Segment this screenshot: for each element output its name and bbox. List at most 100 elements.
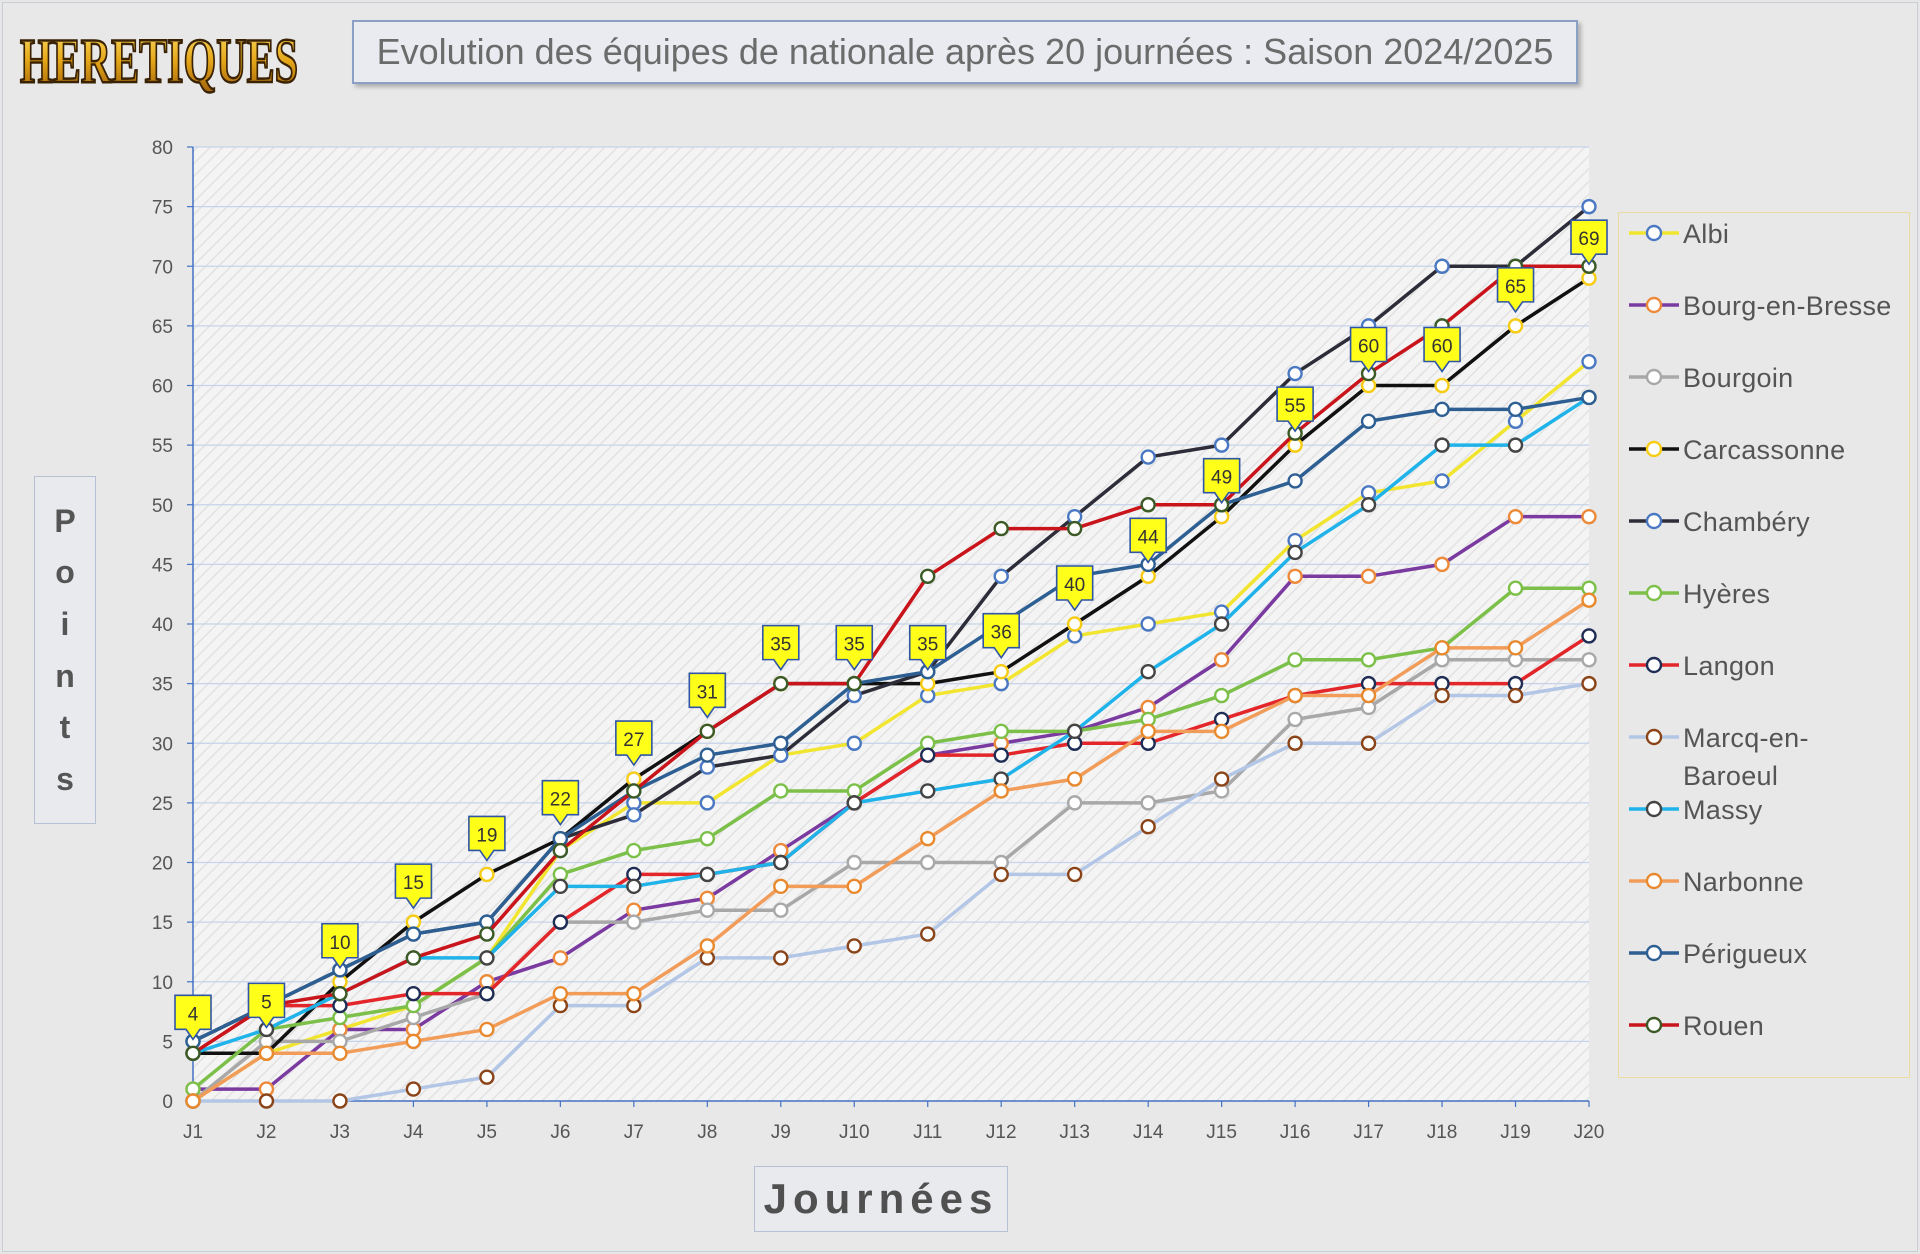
leader-callout: 35 [761, 624, 800, 672]
legend-marker [1645, 512, 1663, 530]
y-tick-label: 50 [152, 496, 173, 517]
leader-callout: 36 [982, 612, 1021, 660]
data-point [846, 795, 862, 811]
data-point [1066, 616, 1083, 632]
callout-box [688, 672, 727, 719]
legend-swatch [1629, 872, 1679, 890]
callout-box [908, 624, 947, 672]
data-point [1287, 735, 1303, 751]
data-point [993, 866, 1009, 883]
data-point [479, 950, 495, 966]
leader-callout: 10 [321, 922, 359, 970]
data-point [1360, 735, 1377, 751]
data-point [920, 568, 936, 584]
y-tick-label: 70 [152, 257, 173, 278]
y-tick-label: 60 [152, 377, 173, 398]
legend-swatch [1629, 368, 1679, 386]
legend-marker [1645, 728, 1663, 746]
leader-callout: 15 [394, 863, 433, 910]
x-tick-label: J3 [330, 1122, 350, 1143]
data-point [1287, 652, 1303, 668]
data-point [626, 914, 642, 930]
data-point [1066, 866, 1083, 883]
data-point [1434, 401, 1450, 418]
callout-label: 15 [403, 873, 424, 894]
legend-label: Périgueux [1683, 939, 1808, 969]
legend-marker [1645, 1016, 1663, 1034]
series-massy [185, 389, 1597, 1062]
x-tick-label: J18 [1427, 1122, 1458, 1143]
series-marcq-en-baroeul [185, 675, 1597, 1109]
callout-label: 35 [770, 635, 791, 656]
x-tick-label: J12 [986, 1122, 1017, 1143]
data-point [920, 854, 936, 871]
callout-label: 60 [1431, 337, 1452, 358]
leader-callout: 35 [908, 624, 947, 672]
data-point [920, 830, 936, 847]
y-axis-title-letter: P [54, 502, 76, 539]
data-point [1434, 258, 1450, 274]
legend-swatch [1629, 656, 1679, 674]
data-point [185, 1045, 201, 1062]
legend-marker [1645, 368, 1663, 386]
data-point [773, 854, 789, 871]
series-line [191, 586, 1589, 1091]
callout-label: 19 [476, 825, 497, 846]
data-point [1140, 497, 1156, 513]
callout-box [982, 612, 1021, 660]
legend-label: Albi [1683, 219, 1730, 249]
y-axis-title-letter: t [59, 709, 71, 746]
data-point [552, 950, 569, 966]
legend-item: Narbonne [1627, 863, 1898, 903]
data-point [773, 783, 789, 799]
callout-label: 55 [1285, 396, 1306, 417]
legend-swatch [1629, 440, 1679, 458]
y-tick-label: 45 [152, 555, 173, 576]
data-point [1213, 687, 1230, 704]
callout-label: 36 [991, 623, 1012, 644]
y-tick-label: 80 [152, 138, 173, 159]
y-tick-label: 20 [152, 854, 173, 875]
x-tick-label: J19 [1500, 1122, 1531, 1143]
data-point [993, 520, 1009, 537]
data-point [479, 985, 495, 1002]
legend-item: Marcq-en-Baroeul [1627, 719, 1898, 791]
leader-callout: 31 [688, 672, 727, 719]
legend-item: Périgueux [1627, 935, 1898, 975]
data-point [258, 1093, 275, 1109]
data-point [699, 938, 716, 954]
x-tick-label: J7 [624, 1122, 644, 1143]
callout-label: 65 [1505, 277, 1526, 298]
legend-marker [1645, 872, 1663, 890]
callout-box [761, 624, 800, 672]
data-point [1507, 580, 1524, 596]
data-point [1140, 819, 1156, 835]
series-line [192, 598, 1590, 1103]
callout-box [835, 624, 874, 672]
leader-callout: 44 [1129, 517, 1167, 564]
legend-label: Hyères [1683, 579, 1771, 609]
data-point [1581, 675, 1597, 692]
callout-label: 31 [697, 682, 718, 703]
legend-swatch [1629, 512, 1679, 530]
data-point [332, 1045, 348, 1062]
y-tick-label: 10 [152, 973, 173, 994]
legend-marker [1645, 224, 1663, 242]
y-tick-label: 15 [152, 913, 173, 934]
data-point [699, 830, 716, 847]
series-line [192, 634, 1590, 1055]
callout-box [1129, 517, 1167, 564]
data-point [993, 568, 1009, 584]
y-tick-label: 75 [152, 198, 173, 219]
data-point [1581, 628, 1597, 644]
legend-swatch [1629, 224, 1679, 242]
leader-callout: 65 [1496, 267, 1535, 314]
callout-label: 27 [623, 730, 644, 751]
data-point [773, 735, 789, 751]
data-point [846, 938, 862, 954]
data-point [846, 735, 862, 751]
data-point [993, 723, 1009, 740]
leader-callout: 35 [835, 624, 874, 672]
data-point [1581, 389, 1597, 406]
